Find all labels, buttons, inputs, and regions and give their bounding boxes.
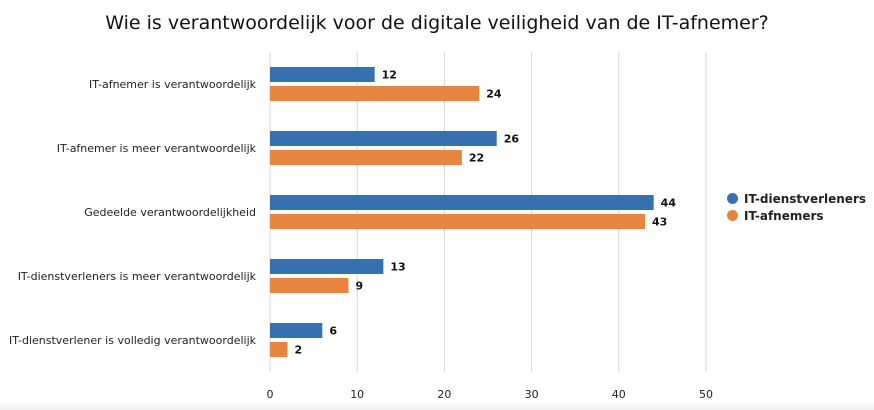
legend: IT-dienstverleners IT-afnemers xyxy=(727,190,866,224)
chart-title: Wie is verantwoordelijk voor de digitale… xyxy=(105,12,769,34)
data-label: 26 xyxy=(504,133,520,146)
data-label: 2 xyxy=(294,344,302,357)
legend-label: IT-afnemers xyxy=(744,208,824,223)
category-label: IT-afnemer is verantwoordelijk xyxy=(89,78,257,91)
data-label: 43 xyxy=(652,216,667,229)
x-tick-label: 20 xyxy=(437,388,451,401)
legend-dot-icon xyxy=(727,193,738,204)
bar xyxy=(270,86,480,101)
category-label: IT-dienstverleners is meer verantwoordel… xyxy=(18,270,257,283)
bar xyxy=(270,195,654,210)
bar xyxy=(270,214,645,229)
data-label: 6 xyxy=(329,325,337,338)
x-tick-label: 30 xyxy=(525,388,539,401)
legend-item-it-dienstverleners[interactable]: IT-dienstverleners xyxy=(727,190,866,207)
category-label: Gedeelde verantwoordelijkheid xyxy=(84,206,256,219)
legend-dot-icon xyxy=(727,210,738,221)
data-label: 22 xyxy=(469,152,484,165)
bars xyxy=(270,67,654,357)
gridlines xyxy=(269,52,707,372)
x-tick-label: 0 xyxy=(267,388,274,401)
labels: 0 10 20 30 40 50 IT-afnemer is verantwoordelij… xyxy=(9,69,713,402)
bar xyxy=(270,150,462,165)
bottom-edge xyxy=(0,402,874,410)
category-label: IT-afnemer is meer verantwoordelijk xyxy=(57,142,257,155)
data-label: 24 xyxy=(486,88,502,101)
data-label: 9 xyxy=(355,280,363,293)
bar xyxy=(270,131,497,146)
category-label: IT-dienstverlener is volledig verantwoor… xyxy=(9,334,257,347)
data-label: 12 xyxy=(382,69,397,82)
bar xyxy=(270,278,349,293)
x-tick-label: 50 xyxy=(699,388,713,401)
legend-label: IT-dienstverleners xyxy=(744,191,867,206)
bar xyxy=(270,323,323,338)
data-label: 13 xyxy=(390,261,405,274)
x-tick-label: 10 xyxy=(350,388,364,401)
bar xyxy=(270,259,384,274)
x-tick-label: 40 xyxy=(612,388,626,401)
data-label: 44 xyxy=(661,197,677,210)
bar xyxy=(270,67,375,82)
legend-item-it-afnemers[interactable]: IT-afnemers xyxy=(727,207,866,224)
bar xyxy=(270,342,288,357)
